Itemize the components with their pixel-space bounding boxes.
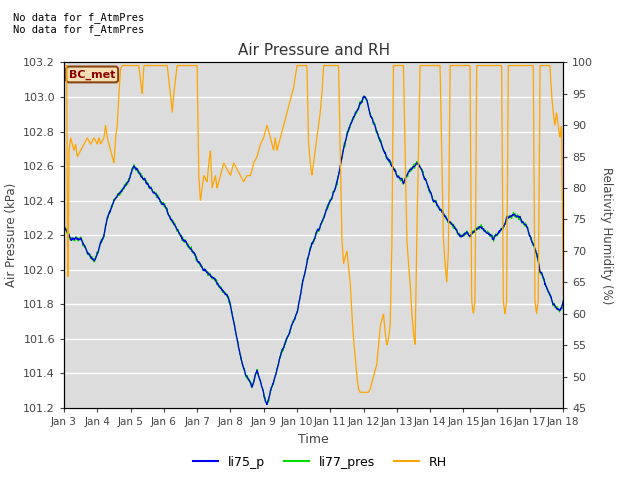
Title: Air Pressure and RH: Air Pressure and RH [237,44,390,59]
Y-axis label: Air Pressure (kPa): Air Pressure (kPa) [4,183,17,288]
Legend: li75_p, li77_pres, RH: li75_p, li77_pres, RH [188,451,452,474]
X-axis label: Time: Time [298,432,329,445]
Y-axis label: Relativity Humidity (%): Relativity Humidity (%) [600,167,612,304]
Text: BC_met: BC_met [69,69,115,80]
Text: No data for f_AtmPres: No data for f_AtmPres [13,24,144,35]
Text: No data for f_AtmPres: No data for f_AtmPres [13,12,144,23]
